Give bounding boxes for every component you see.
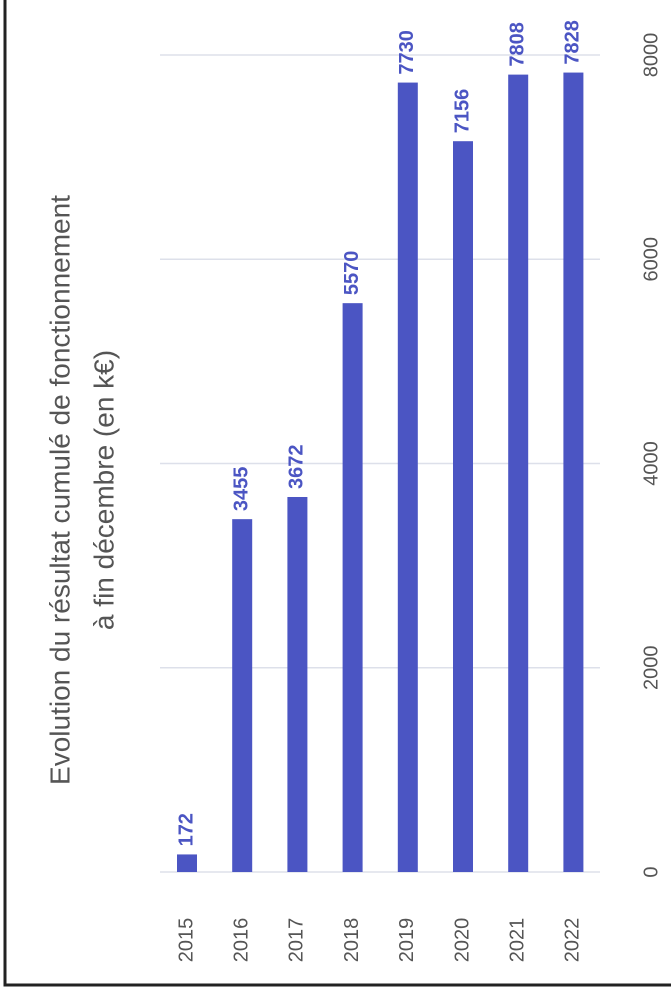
chart-title: Evolution du résultat cumulé de fonction…: [44, 195, 75, 785]
y-tick-label: 8000: [640, 33, 662, 78]
frame: [3, 0, 671, 987]
x-tick-label: 2016: [230, 918, 252, 963]
y-tick-label: 2000: [640, 646, 662, 691]
bar: [397, 82, 418, 873]
y-tick-label: 4000: [640, 441, 662, 486]
value-label: 3455: [230, 467, 252, 512]
bar: [508, 74, 529, 872]
chart-subtitle: à fin décembre (en k€): [88, 350, 119, 630]
value-label: 7156: [451, 89, 473, 134]
value-label: 7828: [562, 20, 584, 65]
y-tick-label: 0: [640, 866, 662, 877]
value-label: 7730: [396, 30, 418, 75]
bar: [287, 496, 308, 872]
bar: [342, 303, 363, 872]
value-label: 5570: [341, 251, 363, 296]
x-tick-label: 2017: [286, 918, 308, 963]
x-tick-label: 2018: [341, 918, 363, 963]
value-label: 7808: [506, 22, 528, 67]
value-label: 172: [175, 813, 197, 846]
x-tick-label: 2021: [506, 918, 528, 963]
x-tick-label: 2022: [562, 918, 584, 963]
x-tick-label: 2019: [396, 918, 418, 963]
bar: [453, 141, 473, 873]
x-tick-label: 2020: [451, 918, 473, 963]
bar: [232, 519, 253, 872]
y-tick-label: 6000: [640, 237, 662, 282]
bar: [563, 72, 584, 873]
bar: [177, 854, 197, 872]
x-tick-label: 2015: [175, 918, 197, 963]
value-label: 3672: [286, 444, 308, 489]
